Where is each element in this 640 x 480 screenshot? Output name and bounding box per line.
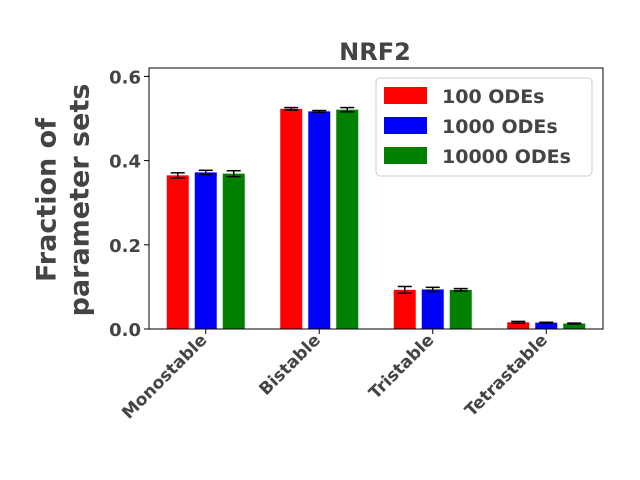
y-axis-label: Fraction ofparameter sets xyxy=(32,84,96,317)
x-tick-label: Bistable xyxy=(255,330,324,399)
bar xyxy=(421,289,444,329)
bar xyxy=(393,289,416,329)
error-bars-layer xyxy=(170,106,582,325)
legend-swatch xyxy=(384,117,427,134)
x-tick-label: Monostable xyxy=(118,330,211,423)
y-tick-label: 0.0 xyxy=(109,320,141,341)
x-tick-label: Tristable xyxy=(365,330,438,403)
y-axis-label-line: Fraction of xyxy=(32,118,63,282)
bar xyxy=(507,322,530,329)
bar xyxy=(166,175,189,329)
y-axis-label-line: parameter sets xyxy=(65,84,96,317)
x-tick-label: Tetrastable xyxy=(461,330,552,421)
plot-frame xyxy=(148,67,604,330)
legend-box xyxy=(375,77,593,177)
bar xyxy=(336,109,359,329)
legend: 100 ODEs 1000 ODEs 10000 ODEs xyxy=(375,77,593,177)
y-tick-label: 0.4 xyxy=(109,152,141,173)
legend-label: 100 ODEs xyxy=(442,86,545,108)
bar xyxy=(535,322,558,329)
bar xyxy=(308,111,331,329)
x-axis: Monostable Bistable Tristable Tetrastable xyxy=(118,329,552,423)
legend-swatch xyxy=(384,147,427,164)
y-tick-label: 0.2 xyxy=(109,236,141,257)
bar xyxy=(280,108,303,330)
bar xyxy=(194,172,217,329)
bars-layer xyxy=(166,108,586,330)
chart-title: NRF2 xyxy=(339,38,411,66)
legend-label: 1000 ODEs xyxy=(442,116,558,138)
y-tick-label: 0.6 xyxy=(109,67,141,88)
legend-swatch xyxy=(384,87,427,104)
bar xyxy=(222,173,245,329)
y-axis: 0.0 0.2 0.4 0.6 xyxy=(109,67,149,341)
bar xyxy=(449,289,472,329)
legend-label: 10000 ODEs xyxy=(442,146,571,168)
bar xyxy=(563,323,586,329)
